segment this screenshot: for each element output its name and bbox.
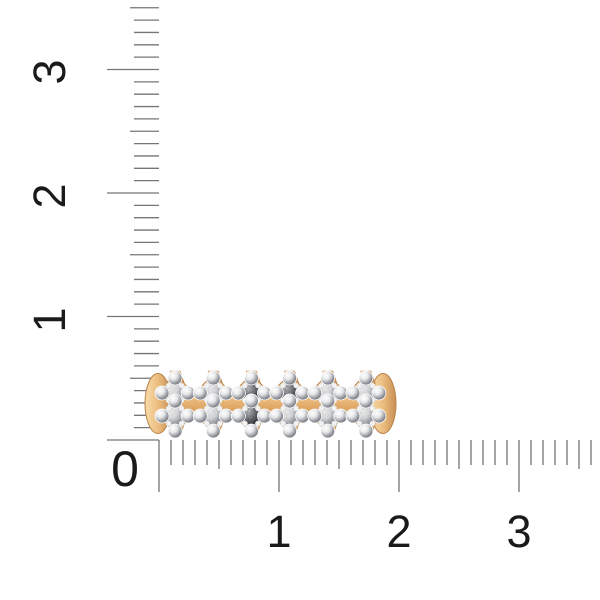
svg-text:1: 1 xyxy=(266,506,291,557)
svg-text:3: 3 xyxy=(506,506,531,557)
svg-text:2: 2 xyxy=(386,506,411,557)
svg-text:1: 1 xyxy=(24,307,75,332)
svg-text:0: 0 xyxy=(111,441,139,497)
svg-text:3: 3 xyxy=(24,59,75,84)
svg-text:2: 2 xyxy=(24,183,75,208)
